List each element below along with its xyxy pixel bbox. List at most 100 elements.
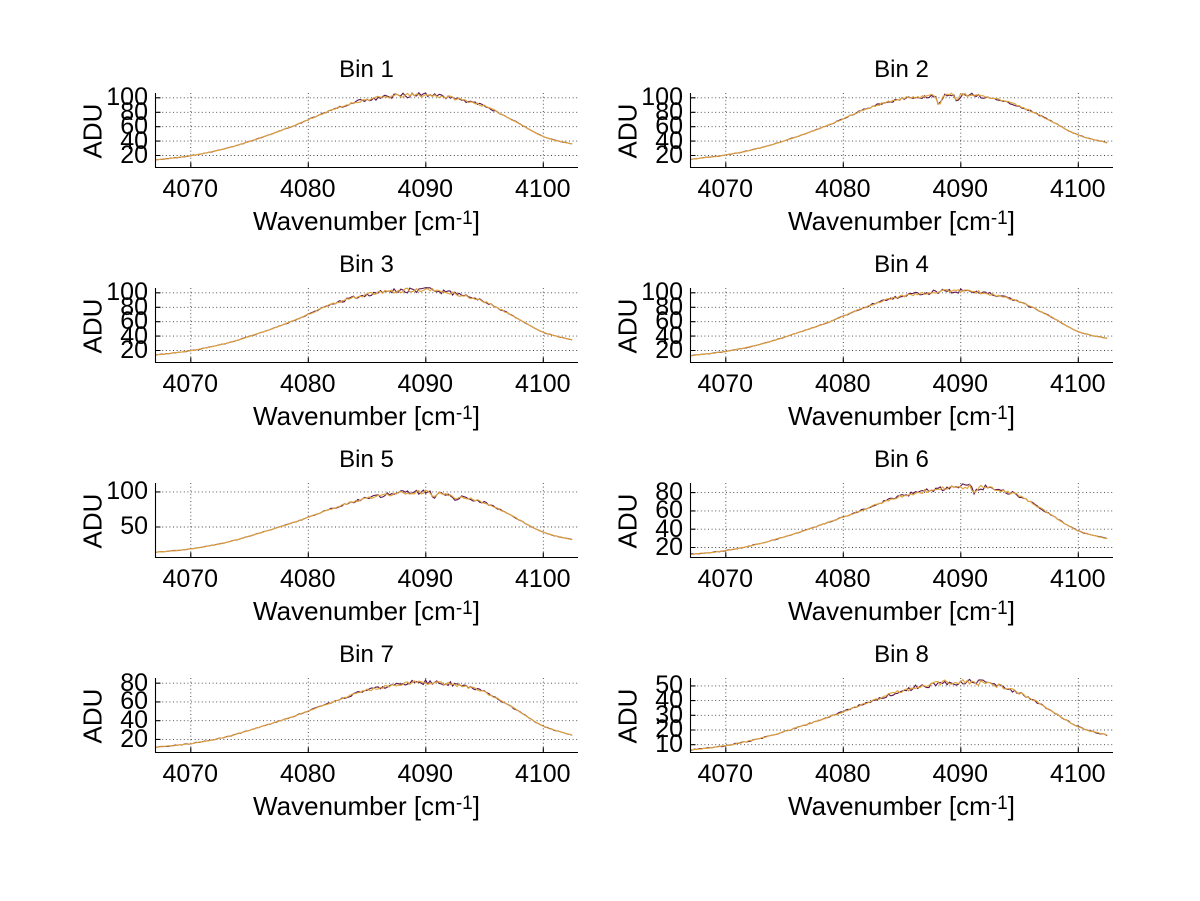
axis-spines xyxy=(154,483,578,559)
plot-title: Bin 1 xyxy=(339,56,394,83)
x-tick-label: 4090 xyxy=(397,175,454,203)
x-axis-label-close: ] xyxy=(1007,596,1015,626)
x-axis-label-text: Wavenumber [cm xyxy=(253,206,456,236)
underlying-curve xyxy=(689,483,1108,555)
x-axis-label-text: Wavenumber [cm xyxy=(253,791,456,821)
x-tick-label: 4090 xyxy=(397,370,454,398)
plot-area xyxy=(154,678,578,754)
axis-ticks xyxy=(155,292,544,363)
axis-spines xyxy=(689,93,1113,169)
spectrum-curve xyxy=(689,483,1108,556)
x-axis-label: Wavenumber [cm-1] xyxy=(788,596,1015,627)
x-axis-label-close: ] xyxy=(472,401,480,431)
y-tick-label: 30 xyxy=(655,700,683,729)
spectrum-curve xyxy=(154,287,573,356)
x-tick-label: 4070 xyxy=(162,370,219,398)
x-tick-label: 4100 xyxy=(514,565,571,593)
x-tick-label: 4080 xyxy=(814,760,871,788)
underlying-curve xyxy=(154,489,573,553)
x-tick-label: 4090 xyxy=(932,175,989,203)
y-tick-label: 100 xyxy=(641,278,683,307)
y-tick-label: 100 xyxy=(106,83,148,112)
axis-ticks xyxy=(155,682,544,753)
x-tick-label: 4100 xyxy=(1049,565,1106,593)
x-tick-label: 4070 xyxy=(162,760,219,788)
y-tick-label: 20 xyxy=(655,533,683,562)
axis-spines xyxy=(154,288,578,364)
x-tick-label: 4080 xyxy=(279,175,336,203)
y-tick-label: 40 xyxy=(120,321,148,350)
y-tick-label: 10 xyxy=(655,730,683,759)
x-axis-label-close: ] xyxy=(472,791,480,821)
x-tick-label: 4090 xyxy=(397,760,454,788)
y-tick-label: 80 xyxy=(655,97,683,126)
y-tick-label: 60 xyxy=(655,112,683,141)
x-axis-label: Wavenumber [cm-1] xyxy=(253,791,480,822)
y-tick-label: 80 xyxy=(120,668,148,697)
x-tick-label: 4080 xyxy=(814,565,871,593)
x-tick-label: 4090 xyxy=(932,565,989,593)
axis-ticks xyxy=(690,97,1079,168)
x-tick-label: 4080 xyxy=(279,370,336,398)
spectrum-curve xyxy=(154,680,573,748)
x-axis-label-text: Wavenumber [cm xyxy=(788,791,991,821)
plot-area xyxy=(154,91,578,169)
grid-lines xyxy=(690,93,1113,168)
y-tick-label: 100 xyxy=(106,278,148,307)
x-axis-label: Wavenumber [cm-1] xyxy=(253,596,480,627)
x-tick-label: 4100 xyxy=(514,370,571,398)
plot-title: Bin 4 xyxy=(874,251,929,278)
y-tick-label: 20 xyxy=(655,141,683,170)
plot-title: Bin 6 xyxy=(874,446,929,473)
y-tick-label: 100 xyxy=(106,477,148,506)
spectrum-curve xyxy=(689,289,1108,357)
axis-spines xyxy=(689,678,1113,754)
x-tick-label: 4070 xyxy=(697,760,754,788)
y-tick-label: 60 xyxy=(655,496,683,525)
axis-ticks xyxy=(155,491,544,558)
x-axis-label-close: ] xyxy=(1007,206,1015,236)
plot-title: Bin 3 xyxy=(339,251,394,278)
plot-area xyxy=(689,92,1113,169)
y-tick-label: 80 xyxy=(655,478,683,507)
y-tick-label: 40 xyxy=(120,126,148,155)
axis-spines xyxy=(154,678,578,754)
y-tick-label: 40 xyxy=(655,686,683,715)
x-axis-label-close: ] xyxy=(472,596,480,626)
spectrum-curve xyxy=(689,678,1108,751)
x-tick-label: 4070 xyxy=(697,175,754,203)
plot-title: Bin 8 xyxy=(874,641,929,668)
plot-area xyxy=(154,287,578,364)
x-axis-label-sup: -1 xyxy=(990,598,1008,619)
grid-lines xyxy=(155,483,578,558)
spectrum-curve xyxy=(154,489,573,553)
plot-area xyxy=(689,483,1113,559)
y-tick-label: 40 xyxy=(655,514,683,543)
axis-spines xyxy=(689,288,1113,364)
x-tick-label: 4080 xyxy=(279,760,336,788)
spectrum-curve xyxy=(689,92,1108,160)
plot-area xyxy=(689,288,1113,364)
axis-ticks xyxy=(155,97,544,168)
x-tick-label: 4090 xyxy=(932,370,989,398)
y-tick-label: 80 xyxy=(120,292,148,321)
y-tick-label: 40 xyxy=(655,126,683,155)
x-tick-label: 4070 xyxy=(697,565,754,593)
y-tick-label: 60 xyxy=(655,307,683,336)
x-axis-label-text: Wavenumber [cm xyxy=(788,206,991,236)
y-tick-label: 60 xyxy=(120,687,148,716)
x-axis-label-text: Wavenumber [cm xyxy=(788,596,991,626)
grid-lines xyxy=(690,678,1113,753)
x-tick-label: 4100 xyxy=(1049,175,1106,203)
x-tick-label: 4080 xyxy=(814,370,871,398)
x-tick-label: 4090 xyxy=(397,565,454,593)
x-tick-label: 4080 xyxy=(279,565,336,593)
x-tick-label: 4100 xyxy=(514,760,571,788)
y-tick-label: 20 xyxy=(120,336,148,365)
x-axis-label-sup: -1 xyxy=(455,598,473,619)
x-axis-label-sup: -1 xyxy=(455,208,473,229)
x-axis-label: Wavenumber [cm-1] xyxy=(253,206,480,237)
axis-spines xyxy=(689,483,1113,559)
x-axis-label-text: Wavenumber [cm xyxy=(253,596,456,626)
